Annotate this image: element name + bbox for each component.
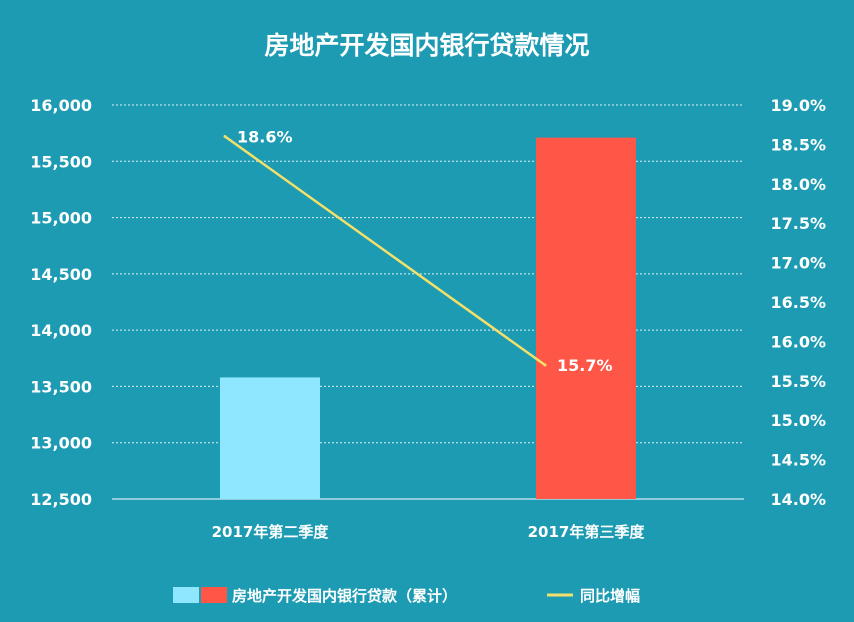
left-axis-tick-label: 14,000	[30, 321, 92, 340]
line-data-label: 15.7%	[557, 356, 613, 375]
right-axis-tick-label: 17.5%	[770, 214, 826, 233]
right-axis-tick-label: 19.0%	[770, 96, 826, 115]
gridlines	[112, 104, 744, 500]
right-axis-tick-label: 18.5%	[770, 135, 826, 154]
line-point	[223, 135, 227, 139]
trend-line	[224, 135, 546, 367]
chart-title: 房地产开发国内银行贷款情况	[264, 31, 589, 60]
left-axis-tick-label: 12,500	[30, 490, 92, 509]
legend-label-line: 同比增幅	[580, 587, 640, 605]
right-axis-tick-label: 15.5%	[770, 372, 826, 391]
right-axis-tick-label: 14.0%	[770, 490, 826, 509]
bar-series	[220, 137, 636, 499]
right-y-axis: 14.0% 14.5% 15.0% 15.5% 16.0% 16.5% 17.0% 17.5%…	[770, 96, 826, 509]
right-axis-tick-label: 16.0%	[770, 332, 826, 351]
x-axis-category-label: 2017年第二季度	[212, 523, 330, 541]
right-axis-tick-label: 14.5%	[770, 451, 826, 470]
bar	[536, 137, 636, 499]
left-axis-tick-label: 16,000	[30, 96, 92, 115]
line-data-label: 18.6%	[237, 128, 293, 147]
left-axis-tick-label: 15,500	[30, 152, 92, 171]
legend-label-bars: 房地产开发国内银行贷款（累计）	[232, 587, 457, 605]
x-axis: 2017年第二季度 2017年第三季度	[212, 523, 646, 541]
right-axis-tick-label: 18.0%	[770, 175, 826, 194]
line-point	[543, 363, 547, 367]
left-axis-tick-label: 13,000	[30, 434, 92, 453]
right-axis-tick-label: 15.0%	[770, 411, 826, 430]
left-axis-tick-label: 14,500	[30, 265, 92, 284]
left-y-axis: 12,500 13,000 13,500 14,000 14,500 15,000 15,5…	[30, 96, 92, 509]
x-axis-category-label: 2017年第三季度	[528, 523, 646, 541]
left-axis-tick-label: 15,000	[30, 209, 92, 228]
legend-swatch-bar-light	[173, 587, 199, 603]
line-series: 18.6% 15.7%	[223, 128, 613, 375]
legend-swatch-bar-red	[201, 587, 227, 603]
left-axis-tick-label: 13,500	[30, 377, 92, 396]
right-axis-tick-label: 17.0%	[770, 254, 826, 273]
bar	[220, 377, 320, 499]
legend: 房地产开发国内银行贷款（累计） 同比增幅	[173, 587, 640, 605]
right-axis-tick-label: 16.5%	[770, 293, 826, 312]
